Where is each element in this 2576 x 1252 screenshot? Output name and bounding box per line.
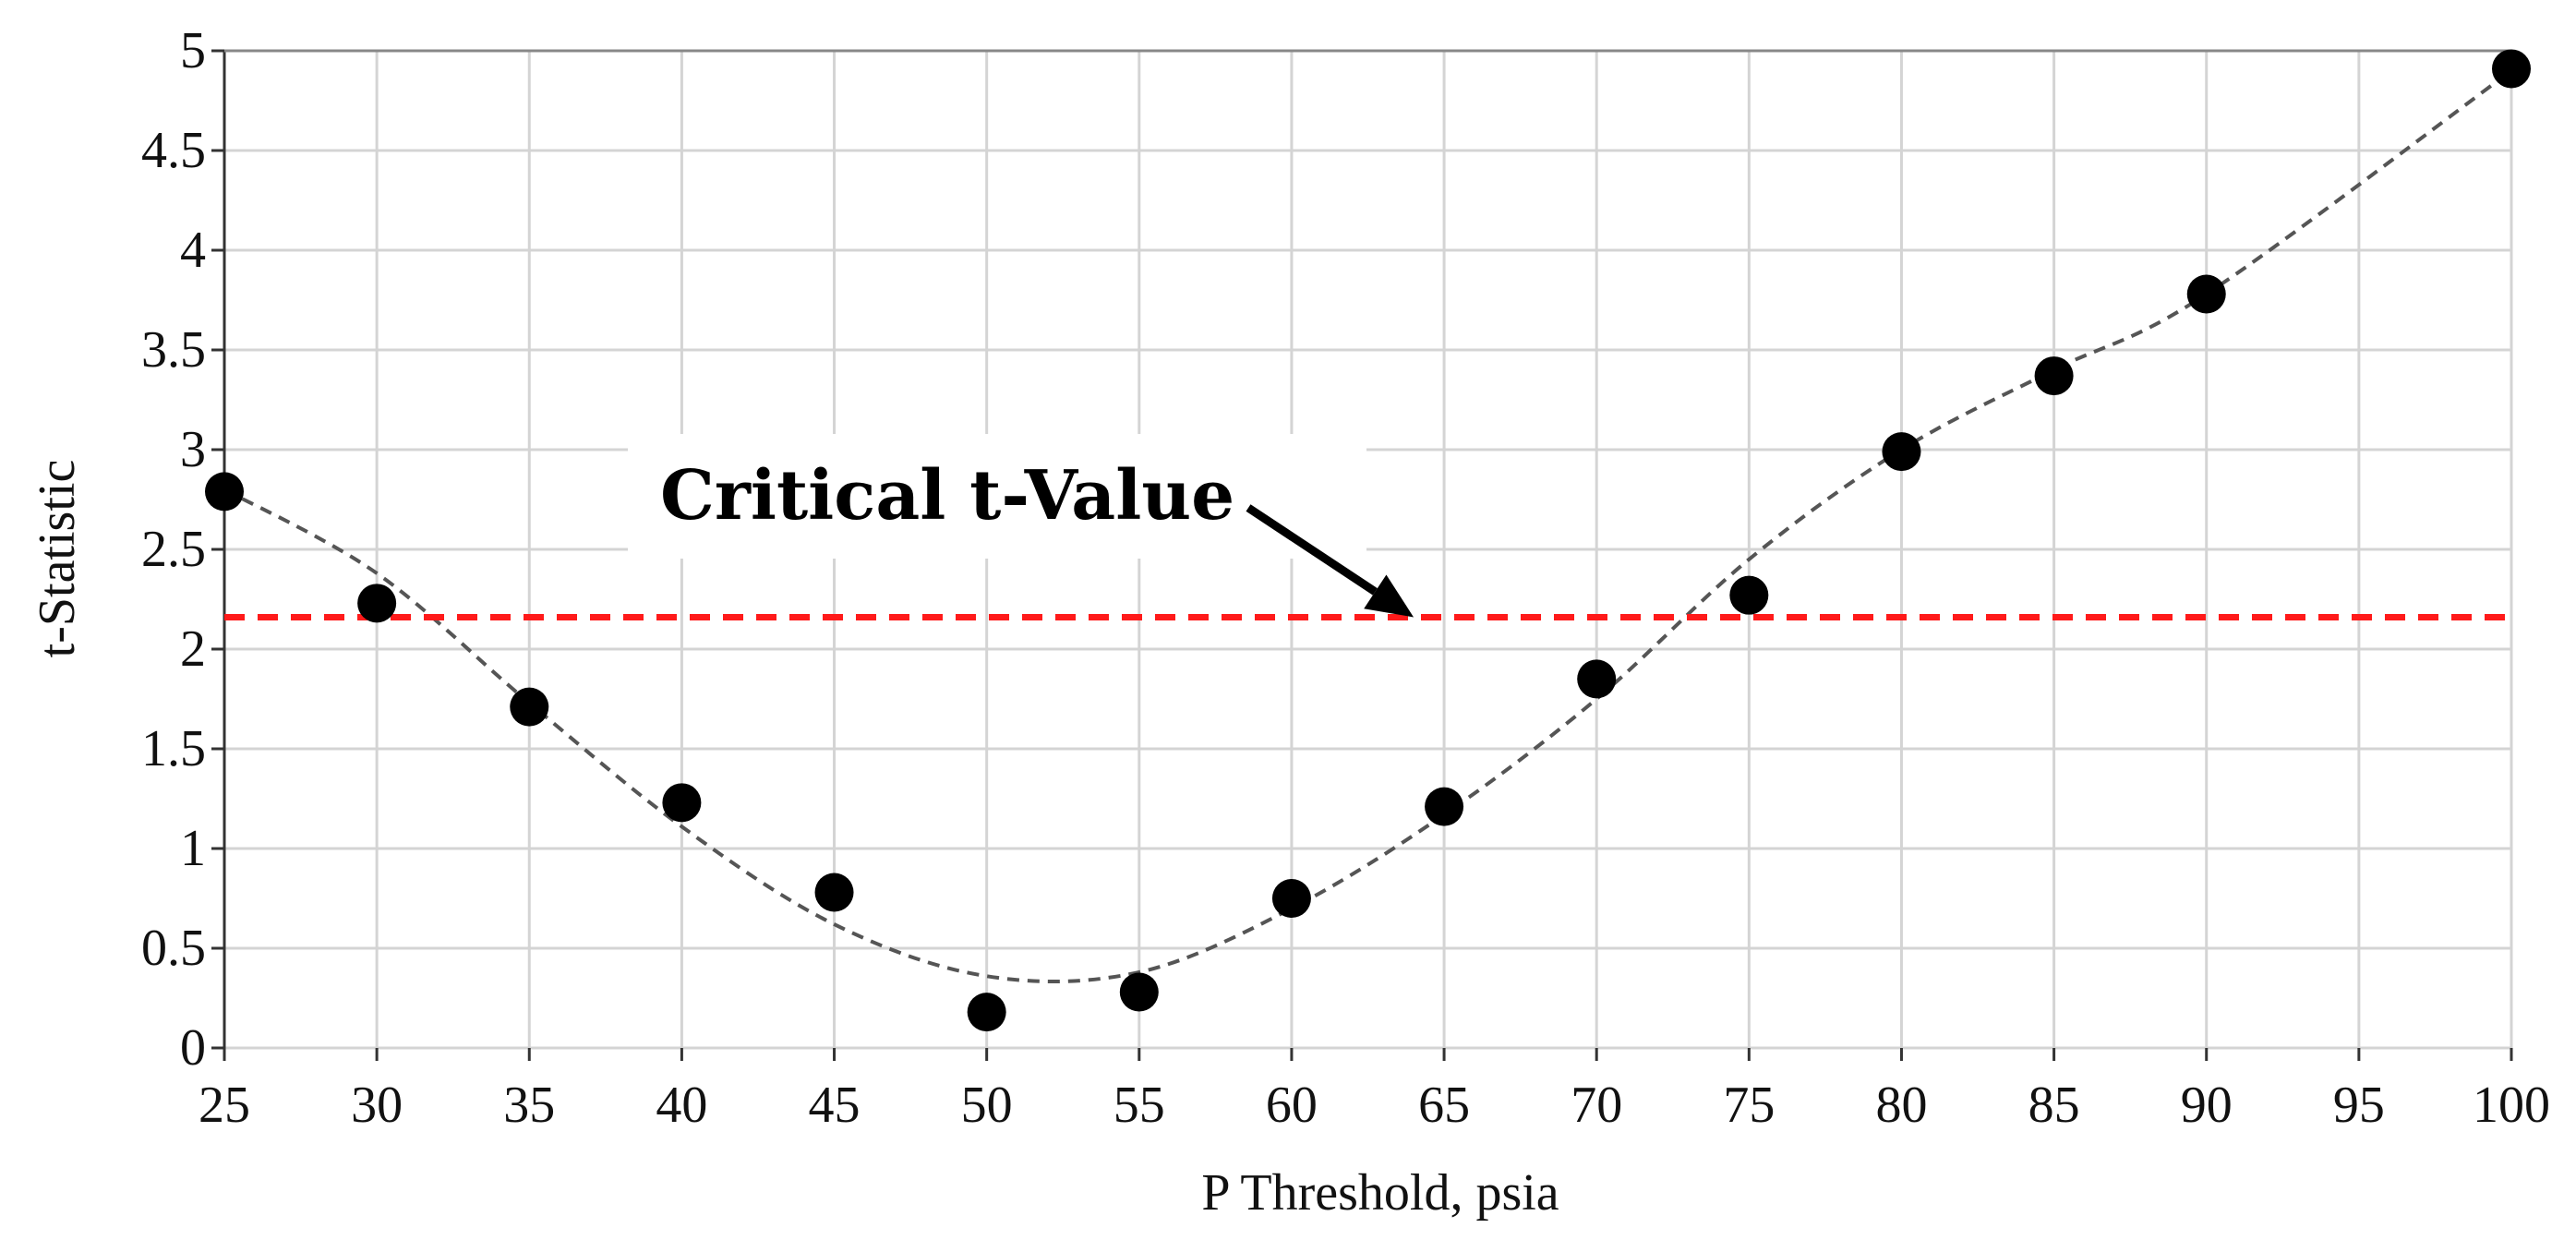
y-tick-label: 0.5	[141, 920, 206, 977]
annotation-background	[628, 434, 1366, 559]
trend-line	[223, 68, 2513, 984]
data-point	[814, 873, 854, 912]
y-tick-label: 5	[180, 22, 206, 79]
grid	[223, 49, 2513, 1050]
y-tick-label: 3	[180, 421, 206, 478]
data-point	[1271, 879, 1311, 918]
annotation: Critical t-Value	[628, 434, 1414, 618]
data-point	[662, 783, 702, 823]
x-tick-label: 90	[2181, 1077, 2233, 1134]
x-tick-label: 45	[809, 1077, 861, 1134]
x-tick-label: 25	[199, 1077, 250, 1134]
data-point	[510, 687, 549, 727]
y-tick-label: 1.5	[141, 720, 206, 777]
x-tick-label: 75	[1723, 1077, 1775, 1134]
x-tick-label: 70	[1571, 1077, 1622, 1134]
y-tick-label: 0	[180, 1019, 206, 1077]
annotation-arrow-head	[1364, 574, 1414, 618]
y-tick-label: 3.5	[141, 321, 206, 379]
data-point	[357, 584, 397, 623]
axes	[211, 49, 2513, 1061]
data-point	[967, 993, 1006, 1032]
y-tick-label: 4.5	[141, 122, 206, 179]
x-tick-label: 80	[1875, 1077, 1927, 1134]
y-axis-title: t-Statistic	[29, 460, 86, 658]
annotation-arrow-shaft	[1246, 504, 1378, 596]
data-point	[1882, 432, 1921, 472]
x-tick-label: 30	[351, 1077, 403, 1134]
data-point	[1119, 972, 1159, 1012]
x-tick-label: 50	[961, 1077, 1013, 1134]
y-tick-label: 2	[180, 620, 206, 678]
x-tick-label: 35	[503, 1077, 555, 1134]
data-point	[2492, 49, 2531, 89]
y-tick-label: 1	[180, 820, 206, 877]
data-point	[205, 472, 244, 512]
annotation-label: Critical t-Value	[660, 456, 1234, 536]
data-points	[205, 49, 2531, 1032]
x-tick-label: 100	[2473, 1077, 2550, 1134]
x-axis-title: P Threshold, psia	[1201, 1164, 1559, 1222]
data-point	[1425, 787, 1464, 826]
x-tick-label: 65	[1418, 1077, 1470, 1134]
data-point	[1729, 575, 1769, 615]
x-tick-label: 95	[2333, 1077, 2385, 1134]
x-tick-label: 85	[2028, 1077, 2080, 1134]
x-tick-label: 60	[1266, 1077, 1318, 1134]
y-tick-label: 2.5	[141, 521, 206, 578]
x-tick-label: 40	[656, 1077, 707, 1134]
data-point	[2034, 356, 2074, 396]
tick-labels: 25 30 35 40 45 50 55 60 65 70 75 80 85 90 95 10000.511.…	[141, 22, 2550, 1134]
y-tick-label: 4	[180, 222, 206, 279]
data-point	[2186, 274, 2226, 314]
x-tick-label: 55	[1113, 1077, 1165, 1134]
data-point	[1577, 659, 1617, 699]
